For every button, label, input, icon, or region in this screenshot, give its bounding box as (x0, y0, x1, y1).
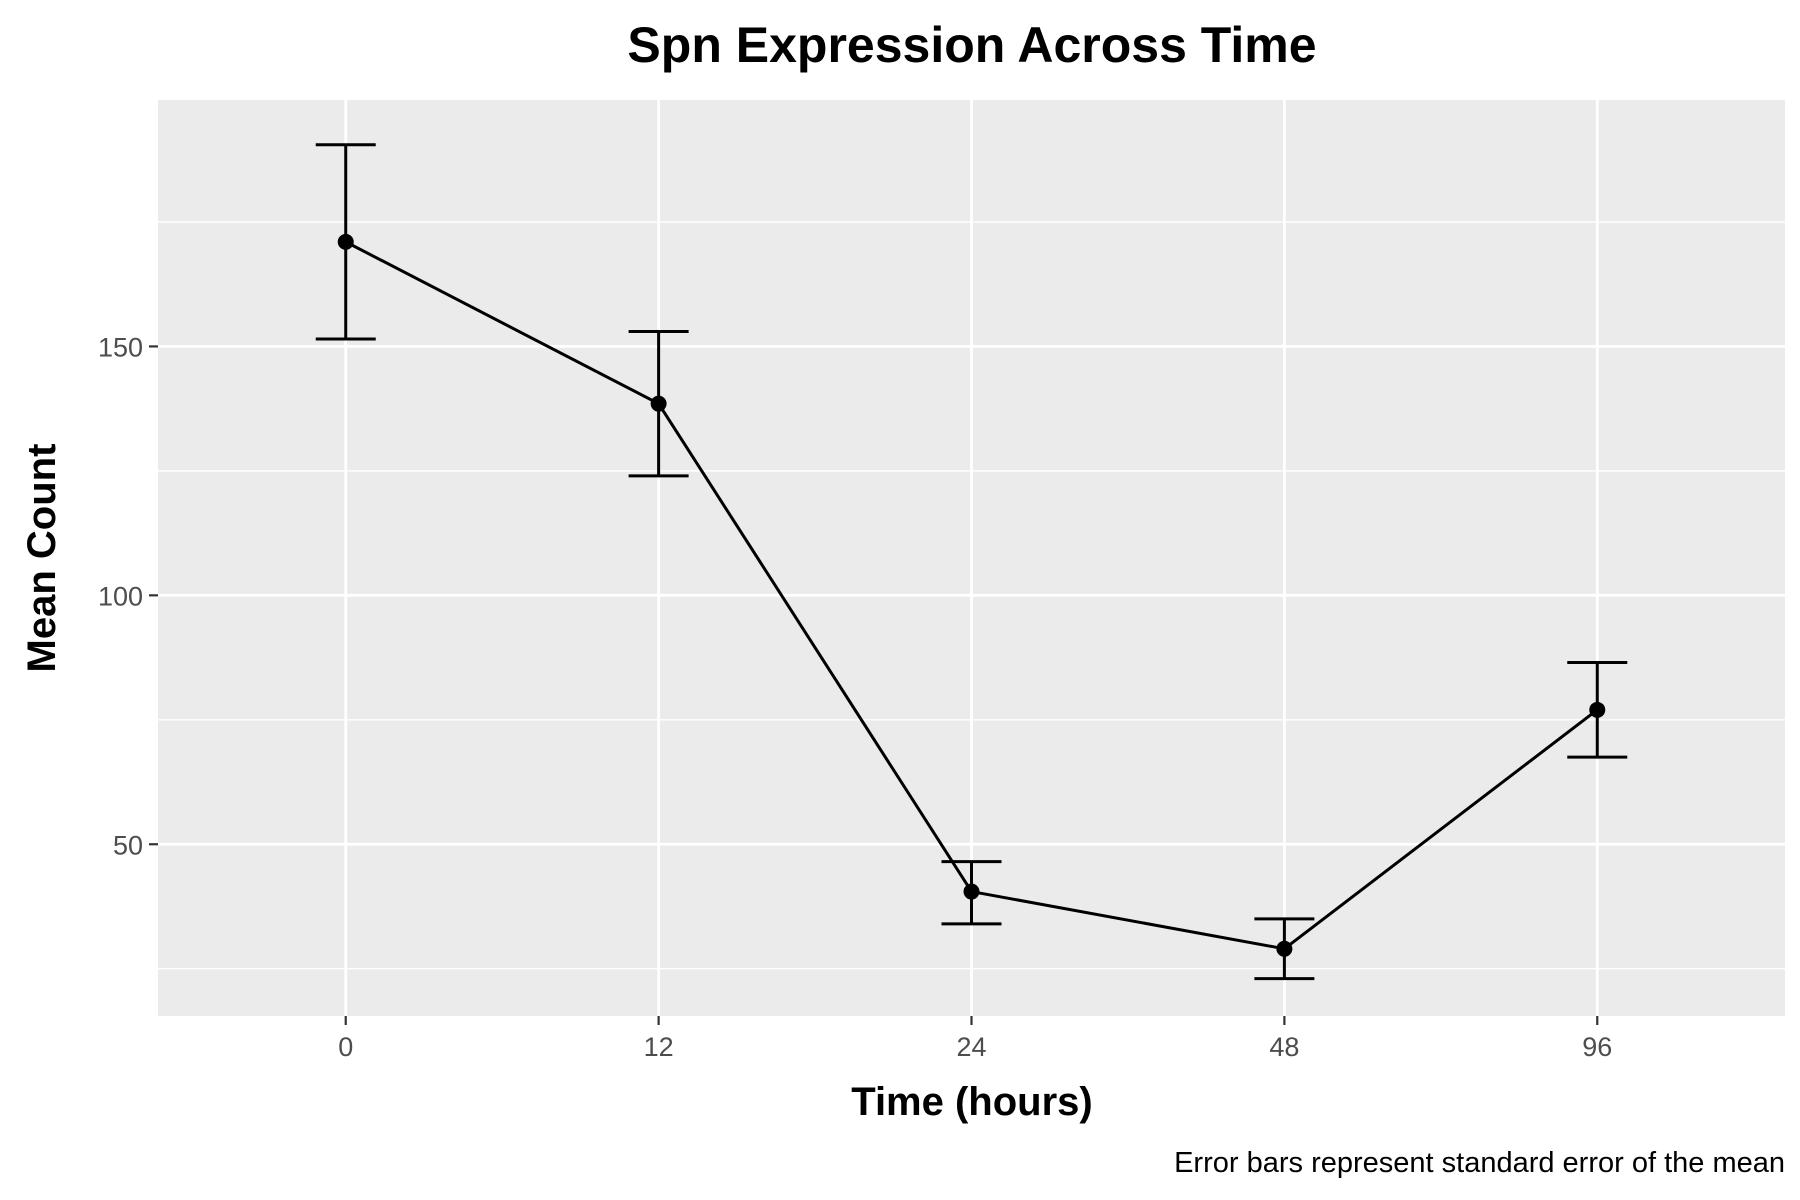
y-axis-title: Mean Count (20, 444, 64, 673)
x-tick-label-48: 48 (1269, 1032, 1299, 1062)
chart-caption: Error bars represent standard error of t… (1174, 1147, 1785, 1179)
data-point-96 (1589, 701, 1606, 718)
x-tick-label-96: 96 (1582, 1032, 1612, 1062)
data-point-0 (337, 233, 354, 250)
x-axis-title: Time (hours) (851, 1080, 1093, 1124)
x-tick-label-0: 0 (338, 1032, 353, 1062)
data-point-48 (1276, 940, 1293, 957)
x-axis: 0 12 24 48 96 (338, 1016, 1612, 1062)
data-point-12 (650, 395, 667, 412)
y-axis: 50 100 150 (98, 332, 158, 860)
chart-title: Spn Expression Across Time (627, 17, 1316, 73)
x-tick-label-24: 24 (956, 1032, 986, 1062)
data-point-24 (963, 883, 980, 900)
y-tick-label-150: 150 (98, 332, 143, 362)
data-points (337, 233, 1606, 957)
y-tick-label-50: 50 (113, 830, 143, 860)
x-tick-label-12: 12 (644, 1032, 674, 1062)
y-tick-label-100: 100 (98, 581, 143, 611)
